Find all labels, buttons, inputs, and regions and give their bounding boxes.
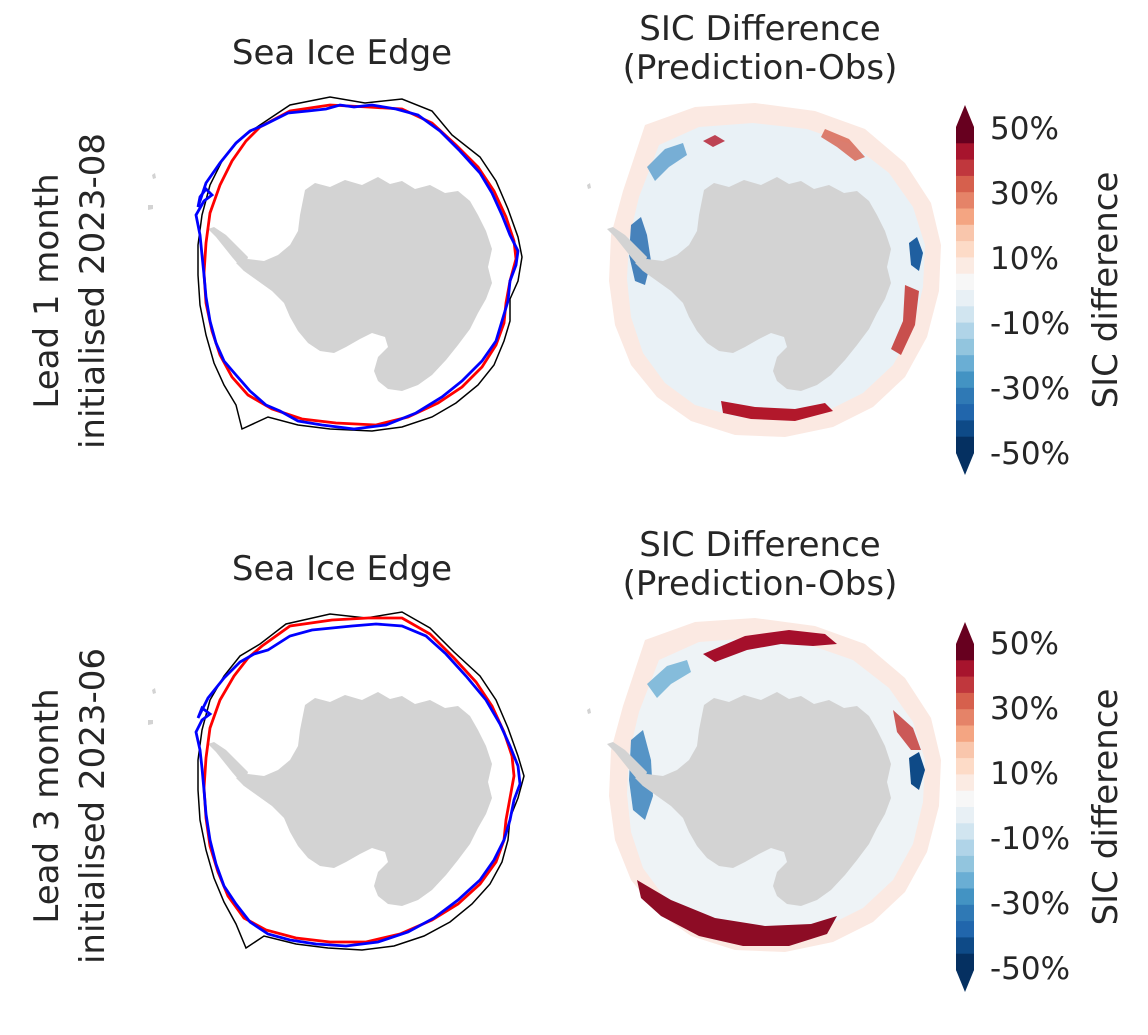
blue-anomaly-east [909, 752, 925, 790]
colorbar-segment [956, 692, 974, 710]
colorbar-segment [956, 741, 974, 759]
colorbar-segment [956, 143, 974, 161]
row2-cb-tick-50: 50% [990, 626, 1059, 662]
colorbar-segment [956, 273, 974, 291]
colorbar-segment [956, 790, 974, 808]
row1-lead-label: Lead 1 month initialised 2023-08 [24, 101, 116, 481]
row1-cb-tick-m30: -30% [990, 371, 1071, 407]
specks [587, 183, 591, 189]
row2-colorbar [956, 622, 974, 992]
colorbar-segment [956, 807, 974, 824]
prediction-blue-line [194, 103, 520, 431]
prediction-blue-line [194, 622, 522, 948]
row1-cb-tick-m10: -10% [990, 306, 1071, 342]
colorbar-segment [956, 290, 974, 307]
colorbar-segment [956, 937, 974, 955]
row2-lead-line1: Lead 3 month [27, 688, 67, 924]
row2-cb-tick-m10: -10% [990, 821, 1071, 857]
colorbar-segment [956, 241, 974, 258]
colorbar-segment [956, 888, 974, 906]
colorbar-segment [956, 855, 974, 873]
colorbar-segment [956, 872, 974, 889]
row2-colorbar-label: SIC difference [1086, 688, 1126, 926]
row1-right-title: SIC Difference (Prediction-Obs) [590, 10, 930, 88]
red-anomaly-east [893, 710, 921, 750]
colorbar-segment [956, 355, 974, 372]
row2-colorbar-segments [956, 622, 974, 992]
red-anomaly-north-band [703, 630, 837, 662]
colorbar-extend-bottom [956, 970, 974, 992]
row1-left-title: Sea Ice Edge [231, 33, 453, 73]
row1-ice-edge-map [148, 96, 523, 432]
specks [148, 173, 156, 210]
colorbar-segment [956, 921, 974, 938]
colorbar-segment [956, 208, 974, 226]
red-anomaly-north [821, 129, 865, 161]
row1-right-title-line1: SIC Difference [639, 9, 881, 49]
row1-sic-diff-map [587, 103, 941, 437]
colorbar-segment [956, 224, 974, 242]
colorbar-segment [956, 175, 974, 193]
red-anomaly-north2 [703, 135, 725, 147]
blue-anomaly-east [909, 237, 923, 271]
row2-cb-tick-30: 30% [990, 691, 1059, 727]
colorbar-segment [956, 904, 974, 922]
row2-sic-diff-map [587, 618, 941, 952]
colorbar-segment [956, 387, 974, 405]
colorbar-segment [956, 306, 974, 324]
row1-colorbar [956, 105, 974, 475]
row2-right-title: SIC Difference (Prediction-Obs) [590, 526, 930, 604]
colorbar-segment [956, 192, 974, 209]
colorbar-segment [956, 758, 974, 775]
colorbar-segment [956, 371, 974, 389]
red-anomaly-south [721, 401, 833, 421]
row1-cb-tick-30: 30% [990, 176, 1059, 212]
colorbar-segment [956, 322, 974, 340]
row2-lead-label: Lead 3 month initialised 2023-06 [24, 616, 116, 996]
row2-lead-line2: initialised 2023-06 [73, 647, 113, 965]
colorbar-segment [956, 953, 974, 971]
colorbar-segment [956, 676, 974, 694]
colorbar-segment [956, 257, 974, 275]
blue-anomaly-nw [647, 660, 691, 698]
row2-left-title: Sea Ice Edge [231, 549, 453, 589]
row2-cb-tick-m50: -50% [990, 951, 1071, 987]
colorbar-segment [956, 127, 974, 144]
red-anomaly-east [891, 285, 919, 355]
colorbar-extend-top [956, 105, 974, 127]
colorbar-segment [956, 420, 974, 438]
colorbar-segment [956, 404, 974, 421]
colorbar-segment [956, 338, 974, 356]
colorbar-segment [956, 823, 974, 841]
colorbar-segment [956, 774, 974, 792]
colorbar-segment [956, 725, 974, 743]
colorbar-segment [956, 709, 974, 726]
row2-cb-tick-m30: -30% [990, 886, 1071, 922]
colorbar-segment [956, 436, 974, 454]
specks [587, 708, 591, 714]
colorbar-extend-bottom [956, 453, 974, 475]
blue-anomaly-nw [647, 143, 687, 181]
row1-cb-tick-10: 10% [990, 241, 1059, 277]
observed-edge-line [197, 96, 523, 432]
row2-cb-tick-10: 10% [990, 756, 1059, 792]
specks [148, 688, 156, 725]
observed-edge-line [197, 611, 525, 951]
colorbar-segment [956, 660, 974, 678]
row2-ice-edge-map [148, 611, 525, 951]
colorbar-segment [956, 644, 974, 661]
row1-cb-tick-m50: -50% [990, 436, 1071, 472]
row1-lead-line1: Lead 1 month [27, 173, 67, 409]
red-anomaly-south-band [637, 880, 837, 946]
row2-right-title-line1: SIC Difference [639, 525, 881, 565]
row1-colorbar-segments [956, 105, 974, 475]
colorbar-extend-top [956, 622, 974, 644]
row1-right-title-line2: (Prediction-Obs) [622, 48, 898, 88]
colorbar-segment [956, 839, 974, 857]
row2-right-title-line2: (Prediction-Obs) [622, 564, 898, 604]
row1-colorbar-label: SIC difference [1086, 171, 1126, 409]
colorbar-segment [956, 159, 974, 177]
row1-cb-tick-50: 50% [990, 111, 1059, 147]
row1-lead-line2: initialised 2023-08 [73, 132, 113, 450]
